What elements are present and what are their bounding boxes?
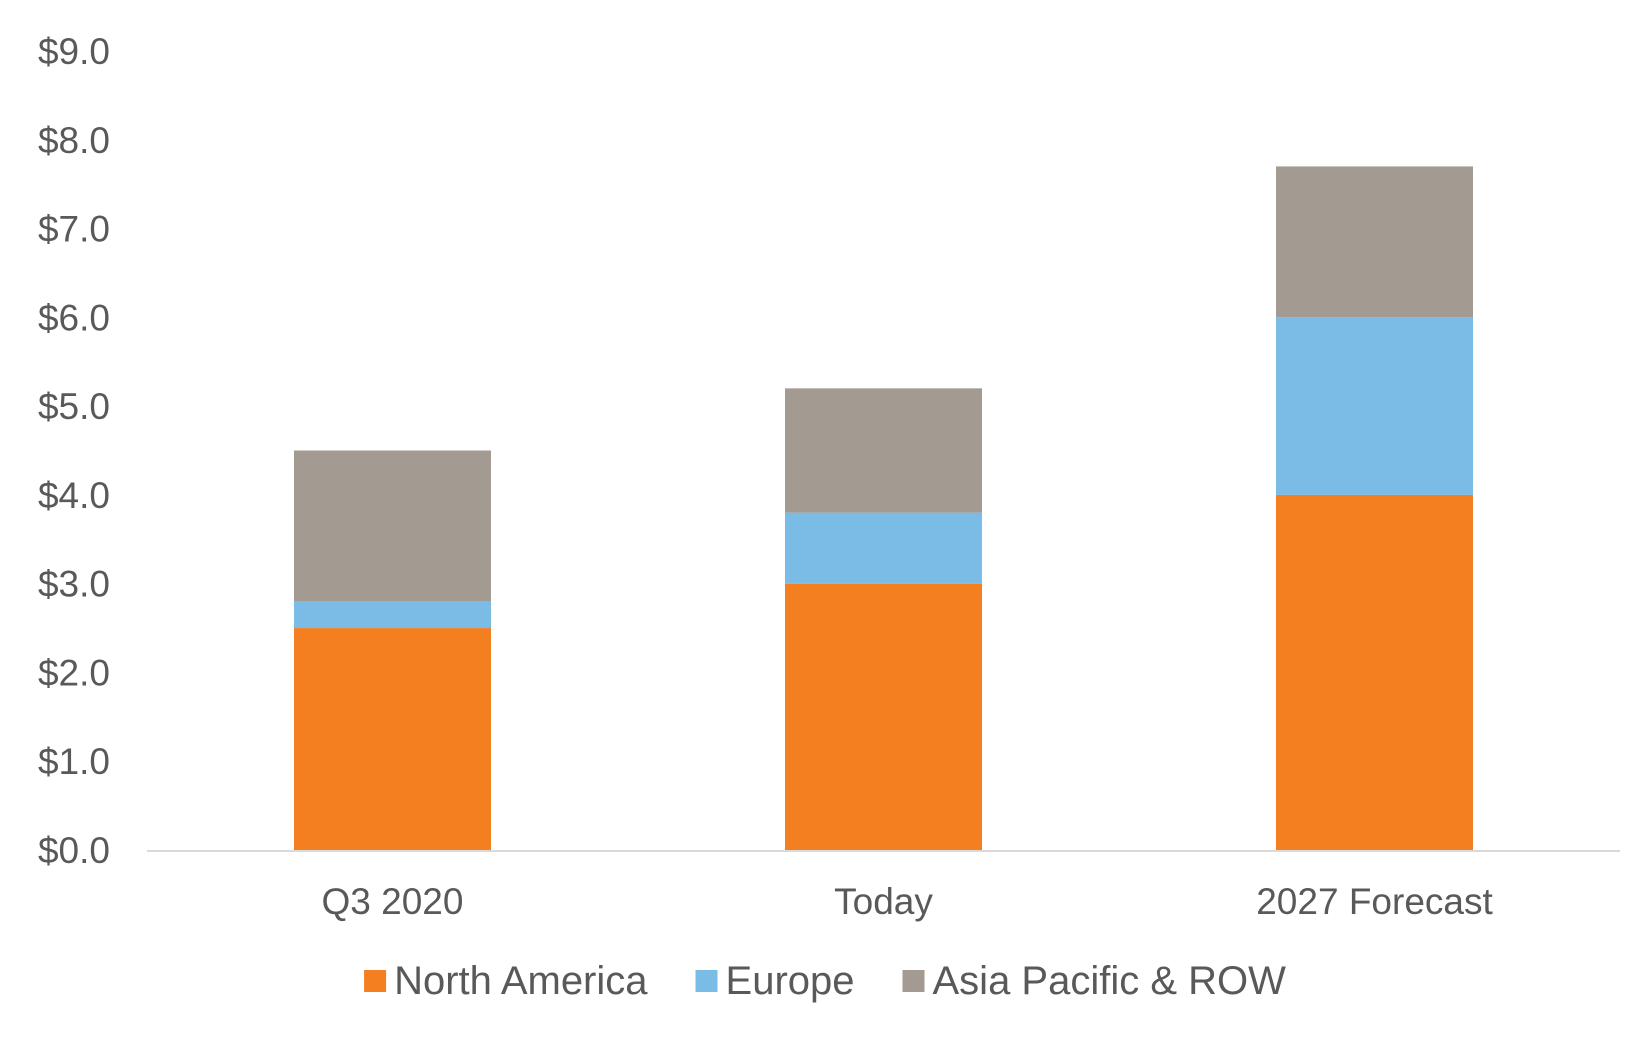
y-tick-label: $5.0 (38, 386, 110, 427)
y-tick-label: $3.0 (38, 564, 110, 605)
y-tick-label: $7.0 (38, 209, 110, 250)
bar-segment (785, 388, 982, 513)
bars-layer (294, 166, 1473, 850)
legend-label: Europe (726, 959, 855, 1003)
legend-label: North America (394, 959, 648, 1003)
y-tick-label: $8.0 (38, 120, 110, 161)
x-tick-label: 2027 Forecast (1256, 881, 1493, 922)
x-tick-label: Q3 2020 (322, 881, 464, 922)
y-tick-label: $1.0 (38, 741, 110, 782)
legend: North America Europe Asia Pacific & ROW (364, 959, 1286, 1003)
x-axis: Q3 2020 Today 2027 Forecast (322, 881, 1494, 922)
y-tick-label: $6.0 (38, 297, 110, 338)
legend-swatch (902, 970, 925, 992)
legend-swatch (695, 970, 718, 992)
legend-label: Asia Pacific & ROW (933, 959, 1287, 1003)
x-tick-label: Today (834, 881, 933, 922)
bar-segment (1276, 494, 1473, 850)
bar-segment (294, 601, 491, 629)
bar-segment (1276, 317, 1473, 495)
y-tick-label: $0.0 (38, 830, 110, 871)
y-tick-label: $4.0 (38, 475, 110, 516)
y-tick-label: $9.0 (38, 31, 110, 72)
legend-item: Europe (695, 959, 855, 1003)
bar-segment (294, 450, 491, 602)
bar-segment (785, 512, 982, 584)
legend-swatch (364, 970, 387, 992)
y-axis: $0.0 $1.0 $2.0 $3.0 $4.0 $5.0 $6.0 $7.0 $8.0 $9.0 (38, 31, 110, 871)
y-tick-label: $2.0 (38, 652, 110, 693)
bar-segment (1276, 166, 1473, 318)
legend-item: Asia Pacific & ROW (902, 959, 1287, 1003)
bar-segment (785, 583, 982, 850)
bar-segment (294, 628, 491, 850)
legend-item: North America (364, 959, 648, 1003)
